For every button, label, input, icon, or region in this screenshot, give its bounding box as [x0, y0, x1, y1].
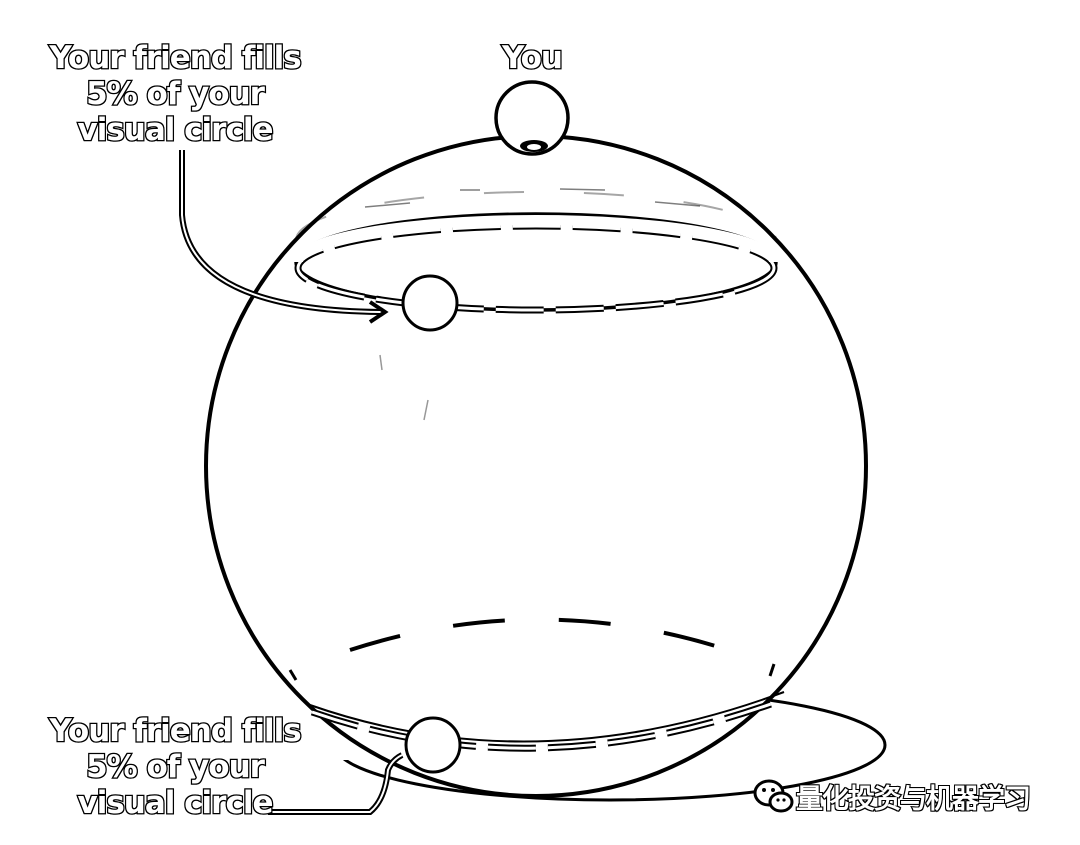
- visual-sphere: [204, 134, 868, 798]
- wechat-icon: [753, 779, 794, 813]
- top-callout-line-2: 5% of your: [85, 75, 266, 114]
- watermark-text: 量化投资与机器学习: [795, 783, 1032, 816]
- lower-back-arc: [349, 617, 723, 652]
- cap-tick-marks: [364, 188, 701, 208]
- interior-guides: [379, 354, 429, 421]
- top-callout-line-3: visual circle: [76, 111, 275, 150]
- you-sphere: [494, 80, 570, 156]
- you-label: You: [501, 39, 564, 78]
- bottom-callout-line-2: 5% of your: [85, 748, 266, 787]
- friend-sphere-top: [401, 274, 459, 332]
- watermark: 量化投资与机器学习: [752, 776, 1032, 816]
- bottom-callout-line-1: Your friend fills: [48, 712, 303, 751]
- bottom-callout-label: Your friend fills 5% of your visual circ…: [40, 712, 310, 823]
- friend-sphere-bottom: [404, 716, 462, 774]
- top-callout-line-1: Your friend fills: [48, 39, 303, 78]
- top-callout-label: Your friend fills 5% of your visual circ…: [40, 39, 310, 150]
- bottom-callout-line-3: visual circle: [76, 784, 275, 823]
